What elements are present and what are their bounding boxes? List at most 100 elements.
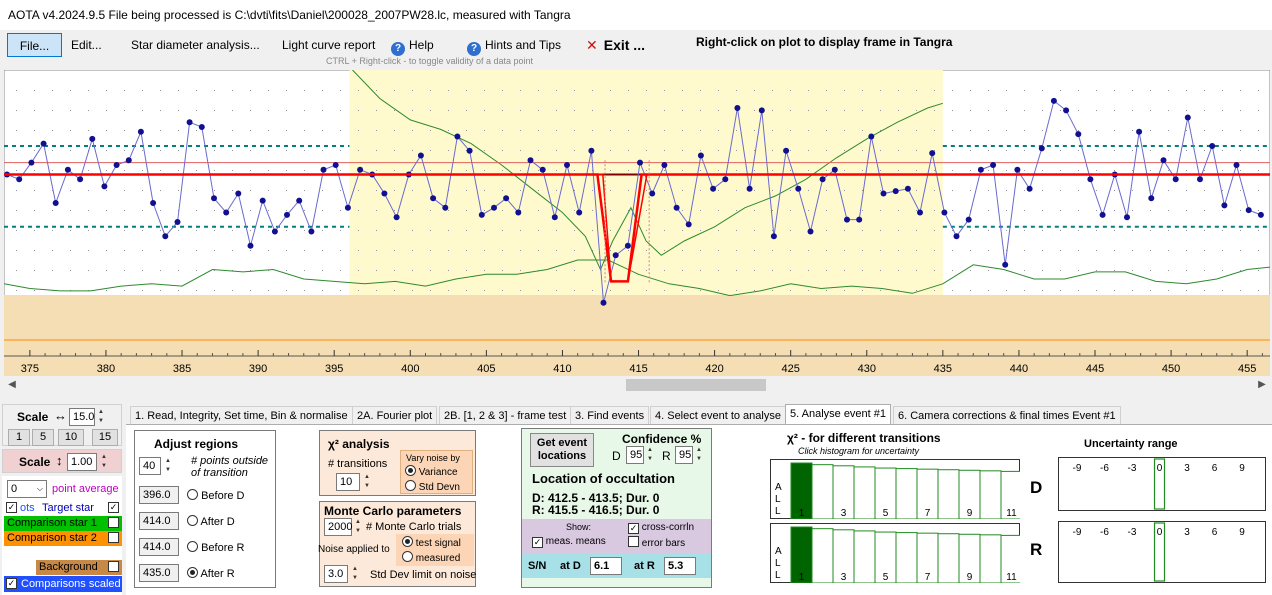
tab-camera-corrections[interactable]: 6. Camera corrections & final times Even… xyxy=(893,406,1121,424)
comparison1-checkbox[interactable] xyxy=(108,517,119,528)
after-d-option[interactable]: After D xyxy=(187,515,235,528)
data-point[interactable] xyxy=(150,200,157,206)
data-point[interactable] xyxy=(113,162,120,168)
measured-option[interactable]: measured xyxy=(402,551,460,564)
data-point[interactable] xyxy=(417,152,424,159)
test-signal-radio[interactable] xyxy=(402,536,413,547)
cross-corrln-option[interactable]: ✓ cross-corrln xyxy=(628,522,694,534)
data-point[interactable] xyxy=(77,176,84,183)
transitions-spinner[interactable]: ▲ ▼ xyxy=(364,474,370,489)
measured-radio[interactable] xyxy=(402,551,413,562)
data-point[interactable] xyxy=(673,204,680,211)
data-point[interactable] xyxy=(125,157,132,164)
data-point[interactable] xyxy=(271,228,278,235)
data-point[interactable] xyxy=(710,185,717,192)
data-point[interactable] xyxy=(64,166,71,173)
std-limit-input[interactable]: 3.0 xyxy=(324,565,348,583)
transitions-input[interactable]: 10 xyxy=(336,473,360,491)
data-point[interactable] xyxy=(381,190,388,197)
meas-means-checkbox[interactable]: ✓ xyxy=(532,537,543,548)
comparisons-scaled-checkbox[interactable]: ✓ xyxy=(6,578,17,589)
histogram-bar[interactable] xyxy=(895,468,918,519)
data-point[interactable] xyxy=(101,183,108,190)
get-event-locations-button[interactable]: Get event locations xyxy=(530,433,594,467)
data-point[interactable] xyxy=(454,133,461,140)
data-point[interactable] xyxy=(904,185,911,192)
data-point[interactable] xyxy=(1014,166,1021,173)
data-point[interactable] xyxy=(600,299,607,306)
data-point[interactable] xyxy=(1160,157,1167,164)
before-r-radio[interactable] xyxy=(187,541,198,552)
data-point[interactable] xyxy=(1002,261,1009,268)
data-point[interactable] xyxy=(539,166,546,173)
test-signal-option[interactable]: test signal xyxy=(402,536,461,549)
histogram-bar[interactable] xyxy=(853,466,876,519)
background-checkbox[interactable] xyxy=(108,561,119,572)
variance-radio[interactable] xyxy=(405,465,416,476)
data-point[interactable] xyxy=(259,197,266,204)
data-point[interactable] xyxy=(576,209,583,216)
data-point[interactable] xyxy=(491,204,497,211)
data-point[interactable] xyxy=(1063,107,1070,114)
variance-option[interactable]: Variance xyxy=(405,465,458,478)
monte-carlo-trials-spinner[interactable]: ▲ ▼ xyxy=(355,519,361,534)
data-point[interactable] xyxy=(551,214,558,221)
before-d-radio[interactable] xyxy=(187,489,198,500)
data-point[interactable] xyxy=(795,185,802,192)
data-point[interactable] xyxy=(1136,128,1143,135)
scale-h-spinner[interactable]: ▲ ▼ xyxy=(98,409,104,424)
data-point[interactable] xyxy=(478,211,485,218)
confidence-d-spinner[interactable]: ▲ ▼ xyxy=(647,447,653,462)
scale-preset-1[interactable]: 1 xyxy=(8,429,30,446)
data-point[interactable] xyxy=(685,221,692,228)
confidence-d-input[interactable]: 95 xyxy=(626,446,644,464)
histogram-bar[interactable] xyxy=(811,528,834,583)
scale-preset-10[interactable]: 10 xyxy=(58,429,84,446)
histogram-bar[interactable] xyxy=(853,530,876,583)
data-point[interactable] xyxy=(137,128,144,135)
light-curve-plot[interactable]: 375 380 385 390 395 400 405 410 415 420 425 430 435 4… xyxy=(4,70,1270,376)
tab-fourier-plot[interactable]: 2A. Fourier plot xyxy=(352,406,438,424)
data-point[interactable] xyxy=(1233,162,1240,168)
data-point[interactable] xyxy=(892,188,899,195)
data-point[interactable] xyxy=(442,204,449,211)
histogram-bar[interactable] xyxy=(895,532,918,583)
data-point[interactable] xyxy=(1197,176,1203,183)
data-point[interactable] xyxy=(430,195,437,202)
tab-read-integrity[interactable]: 1. Read, Integrity, Set time, Bin & norm… xyxy=(130,406,353,424)
histogram-bar[interactable] xyxy=(937,533,960,583)
file-menu[interactable]: File... xyxy=(7,33,62,57)
after-d-radio[interactable] xyxy=(187,515,198,526)
data-point[interactable] xyxy=(770,233,777,240)
data-point[interactable] xyxy=(466,147,473,154)
data-point[interactable] xyxy=(746,185,753,192)
data-point[interactable] xyxy=(856,216,863,223)
data-point[interactable] xyxy=(1148,195,1155,202)
after-r-option[interactable]: After R xyxy=(187,567,235,580)
data-point[interactable] xyxy=(89,135,96,142)
chi2-histogram-d[interactable]: ALL 1 3 5 7 9 11 xyxy=(770,459,1020,519)
scale-preset-15[interactable]: 15 xyxy=(92,429,118,446)
scroll-thumb[interactable] xyxy=(626,379,766,391)
points-outside-input[interactable]: 40 xyxy=(139,457,161,475)
scroll-left-arrow[interactable]: ◀ xyxy=(8,379,16,390)
error-bars-checkbox[interactable] xyxy=(628,536,639,547)
data-point[interactable] xyxy=(1050,97,1057,104)
std-limit-spinner[interactable]: ▲ ▼ xyxy=(352,566,358,581)
data-point[interactable] xyxy=(332,162,339,168)
data-point[interactable] xyxy=(162,233,169,240)
before-d-option[interactable]: Before D xyxy=(187,489,244,502)
points-outside-spinner[interactable]: ▲ ▼ xyxy=(165,458,171,473)
data-point[interactable] xyxy=(624,242,631,249)
data-point[interactable] xyxy=(977,166,984,173)
data-point[interactable] xyxy=(235,190,242,197)
confidence-r-spinner[interactable]: ▲ ▼ xyxy=(696,447,702,462)
data-point[interactable] xyxy=(844,216,850,223)
target-star-checkbox[interactable]: ✓ xyxy=(108,502,119,513)
data-point[interactable] xyxy=(296,197,303,204)
tab-find-events[interactable]: 3. Find events xyxy=(570,406,650,424)
histogram-bar[interactable] xyxy=(979,470,1002,519)
star-diameter-menu[interactable]: Star diameter analysis... xyxy=(131,38,260,52)
exit-menu[interactable]: ✕ Exit ... xyxy=(586,33,645,57)
chi2-histogram-r[interactable]: ALL 1 3 5 7 9 11 xyxy=(770,523,1020,583)
